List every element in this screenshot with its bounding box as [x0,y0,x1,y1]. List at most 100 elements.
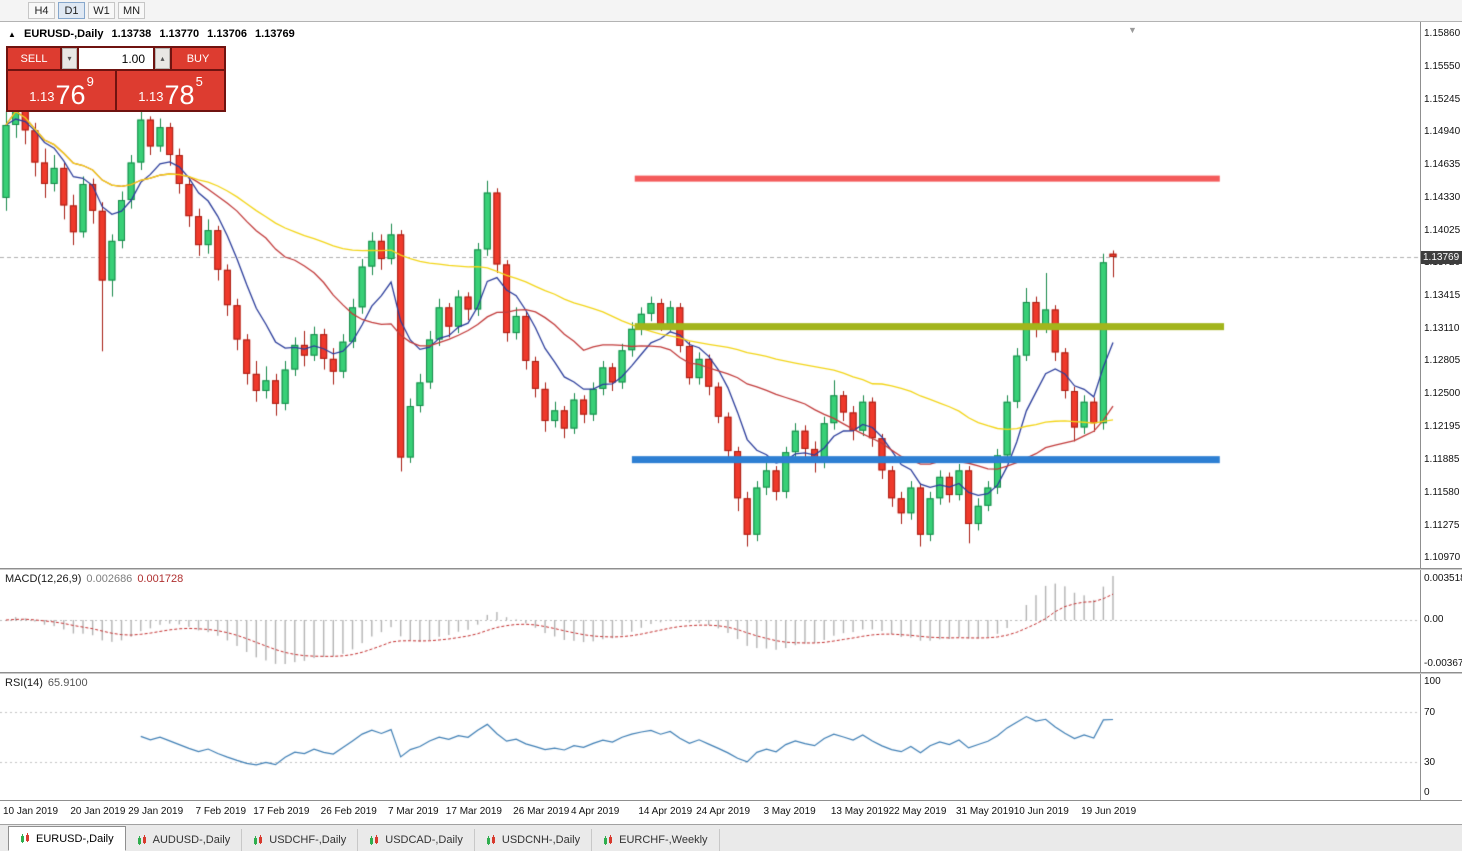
one-click-trading-panel: SELL ▾ 1.00 ▴ BUY 1.13 76 9 1.13 78 5 [6,46,226,112]
ask-pip-digit: 5 [195,74,203,89]
volume-decrease-button[interactable]: ▾ [62,48,77,69]
current-price-badge: 1.13769 [1421,251,1462,265]
tab-label: AUDUSD-,Daily [152,834,231,846]
macd-chart-canvas[interactable] [0,570,1420,672]
chart-icon [370,834,379,845]
price-tick-label: 1.14940 [1424,126,1461,138]
price-chart-canvas[interactable] [0,22,1420,568]
rsi-axis: 100 70 30 0 [1420,674,1462,800]
tab-audusd-daily[interactable]: AUDUSD-,Daily [126,829,243,851]
price-tick-label: 1.14635 [1424,159,1461,171]
price-tick-label: 1.10970 [1424,552,1461,564]
date-tick-label: 13 May 2019 [830,806,889,817]
timeframe-d1-button[interactable]: D1 [58,2,85,19]
macd-tick-label: 0.00 [1424,614,1444,625]
tab-label: EURCHF-,Weekly [619,834,708,846]
price-tick-label: 1.14025 [1424,224,1461,236]
macd-tick-label: -0.00367 [1424,658,1462,669]
price-tick-label: 1.11580 [1424,486,1460,498]
chart-icon [486,834,495,845]
date-tick-label: 3 May 2019 [763,806,816,817]
date-tick-label: 29 Jan 2019 [128,806,184,817]
ohlc-high: 1.13770 [159,28,200,40]
date-tick-label: 4 Apr 2019 [570,806,620,817]
timeframe-h4-button[interactable]: H4 [28,2,55,19]
buy-button[interactable]: BUY [172,48,224,69]
tab-usdcad-daily[interactable]: USDCAD-,Daily [358,829,475,851]
tab-eurchf-weekly[interactable]: EURCHF-,Weekly [592,829,720,851]
rsi-pane: RSI(14) 65.9100 100 70 30 0 [0,674,1462,800]
timeframe-mn-button[interactable]: MN [118,2,145,19]
timeframe-w1-button[interactable]: W1 [88,2,115,19]
ask-price-display[interactable]: 1.13 78 5 [117,71,224,110]
date-tick-label: 19 Jun 2019 [1081,806,1137,817]
tab-usdchf-daily[interactable]: USDCHF-,Daily [242,829,359,851]
price-tick-label: 1.15550 [1424,60,1461,72]
ask-big-digits: 78 [164,80,195,111]
symbol-info-bar: ▲ EURUSD-,Daily 1.13738 1.13770 1.13706 … [8,28,300,40]
ohlc-close: 1.13769 [255,28,295,40]
macd-pane: MACD(12,26,9) 0.002686 0.001728 0.003518 0.… [0,570,1462,672]
tab-eurusd-daily[interactable]: EURUSD-,Daily [8,826,126,851]
pane-splitter[interactable] [0,568,1462,570]
date-tick-label: 22 May 2019 [888,806,947,817]
price-chart-pane: 1.15860 1.15550 1.15245 1.14940 1.14635 1.143… [0,22,1462,568]
rsi-tick-label: 100 [1424,676,1441,687]
bid-big-digits: 76 [55,80,86,111]
price-tick-label: 1.11275 [1424,519,1460,531]
chart-icon [254,834,263,845]
price-tick-label: 1.12500 [1424,388,1461,400]
tab-label: USDCAD-,Daily [385,834,463,846]
chart-tab-bar: EURUSD-,Daily AUDUSD-,Daily USDCHF-,Dail… [0,824,1462,851]
date-tick-label: 24 Apr 2019 [696,806,751,817]
chart-icon [604,834,613,845]
price-tick-label: 1.13415 [1424,290,1461,301]
date-tick-label: 17 Feb 2019 [253,806,310,817]
date-tick-label: 7 Mar 2019 [388,806,439,817]
price-tick-label: 1.14330 [1424,191,1461,203]
price-axis[interactable]: 1.15860 1.15550 1.15245 1.14940 1.14635 1.143… [1420,22,1462,568]
macd-label: MACD(12,26,9) 0.002686 0.001728 [5,573,184,585]
chart-icon [137,834,146,845]
rsi-label: RSI(14) 65.9100 [5,677,88,689]
macd-axis: 0.003518 0.00 -0.00367 [1420,570,1462,672]
tab-label: USDCNH-,Daily [501,834,581,846]
rsi-tick-label: 0 [1424,787,1430,798]
price-tick-label: 1.13110 [1424,322,1460,334]
tab-label: EURUSD-,Daily [36,832,114,845]
price-tick-label: 1.11885 [1424,454,1460,466]
date-tick-label: 7 Feb 2019 [195,806,247,817]
date-tick-label: 17 Mar 2019 [445,806,502,817]
rsi-tick-label: 30 [1424,757,1436,769]
time-axis[interactable]: 10 Jan 2019 20 Jan 2019 29 Jan 2019 7 Feb 2… [0,800,1462,824]
chart-shift-marker-icon[interactable]: ▼ [1128,25,1137,35]
volume-increase-button[interactable]: ▴ [155,48,170,69]
price-tick-label: 1.15245 [1424,93,1461,105]
date-tick-label: 10 Jan 2019 [3,806,59,817]
ohlc-low: 1.13706 [207,28,247,40]
date-tick-label: 26 Feb 2019 [320,806,377,817]
rsi-tick-label: 70 [1424,706,1436,718]
tab-usdcnh-daily[interactable]: USDCNH-,Daily [475,829,593,851]
date-tick-label: 31 May 2019 [955,806,1014,817]
bid-prefix: 1.13 [29,89,55,104]
rsi-chart-canvas[interactable] [0,674,1420,800]
bid-price-display[interactable]: 1.13 76 9 [8,71,115,110]
chart-icon [21,833,29,843]
sell-button[interactable]: SELL [8,48,60,69]
timeframe-toolbar: H4 D1 W1 MN [0,0,1462,22]
date-tick-label: 26 Mar 2019 [513,806,570,817]
date-tick-label: 10 Jun 2019 [1013,806,1069,817]
price-tick-label: 1.12805 [1424,355,1461,367]
macd-tick-label: 0.003518 [1424,573,1462,584]
collapse-trade-panel-icon[interactable]: ▲ [8,30,16,39]
price-tick-label: 1.15860 [1424,27,1461,39]
tab-label: USDCHF-,Daily [269,834,347,846]
volume-input[interactable]: 1.00 [79,48,153,69]
date-tick-label: 14 Apr 2019 [638,806,693,817]
pane-splitter[interactable] [0,672,1462,674]
ohlc-open: 1.13738 [111,28,152,40]
ask-prefix: 1.13 [138,89,164,104]
price-tick-label: 1.12195 [1424,420,1461,432]
